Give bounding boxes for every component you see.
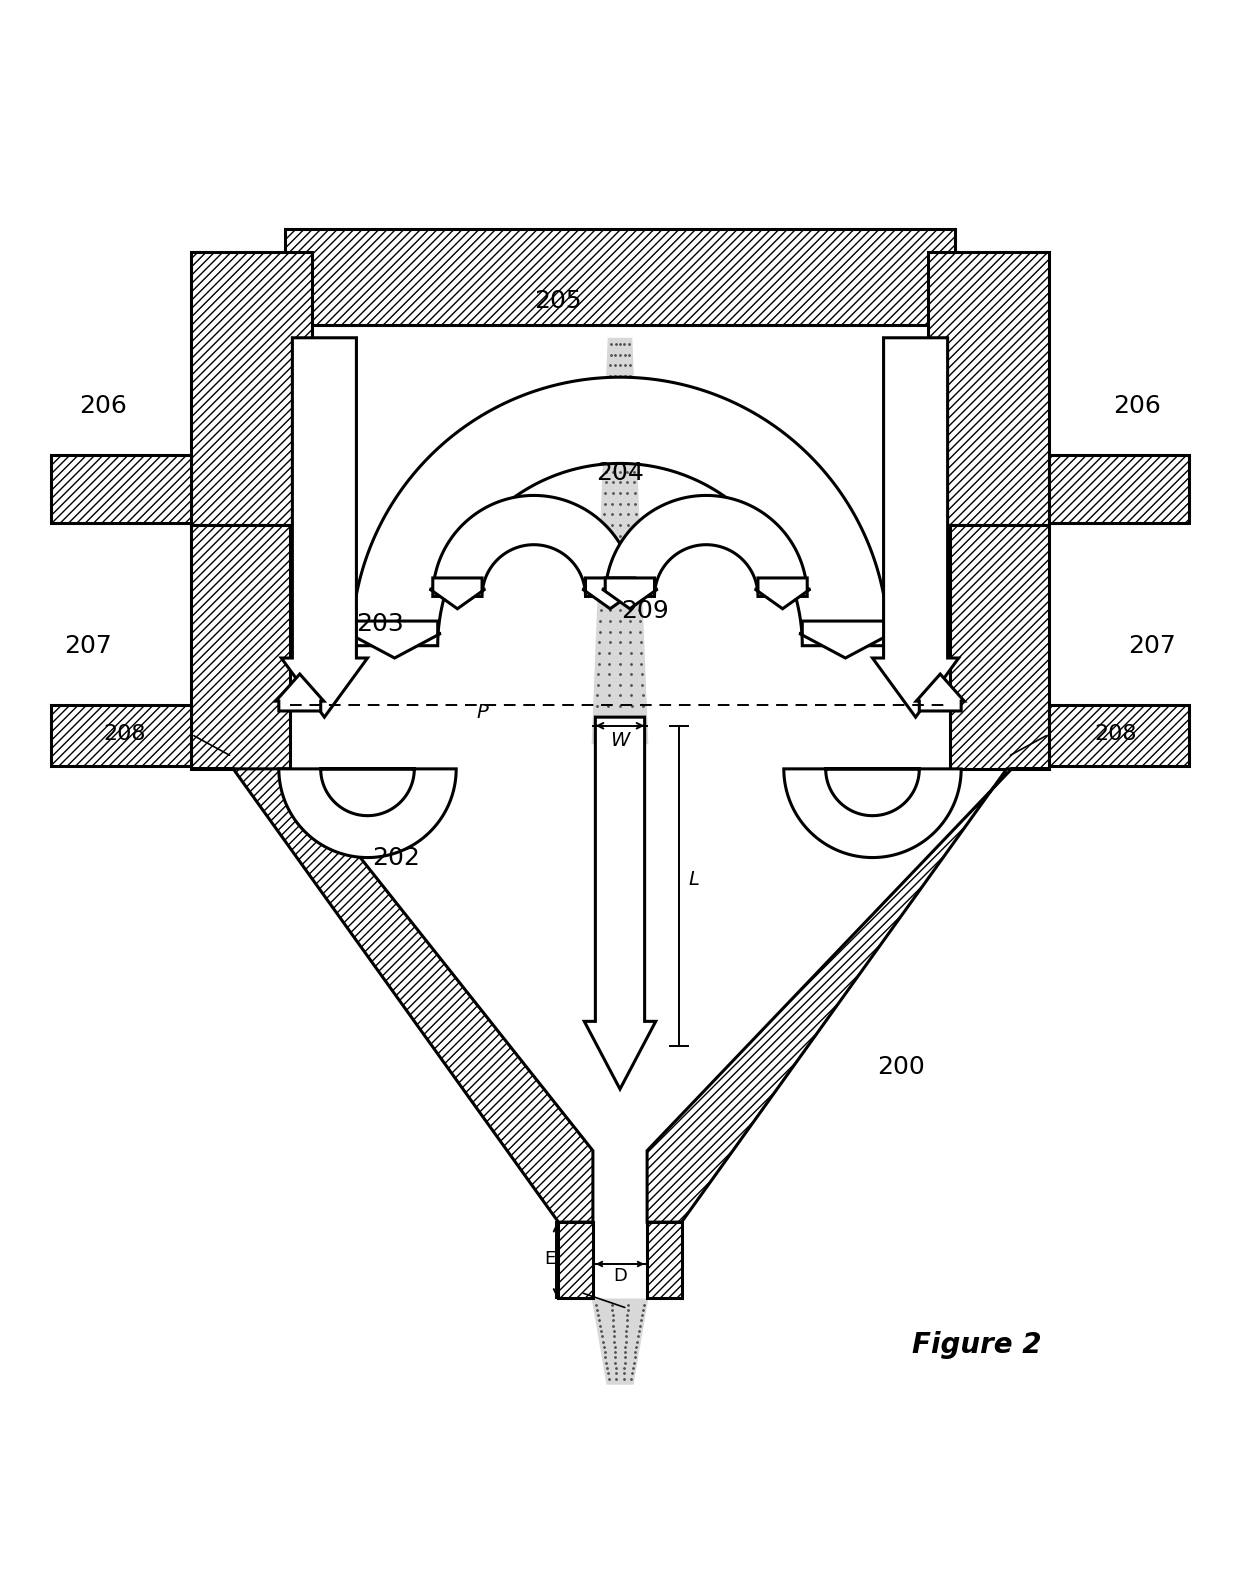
- Bar: [191, 525, 290, 768]
- Text: W: W: [610, 732, 630, 751]
- Polygon shape: [584, 717, 656, 1089]
- Text: 205: 205: [534, 289, 583, 313]
- Polygon shape: [583, 578, 637, 609]
- Text: D: D: [613, 1268, 627, 1285]
- Bar: [51, 705, 191, 767]
- Polygon shape: [784, 768, 961, 857]
- Text: 203: 203: [356, 611, 404, 635]
- Text: E: E: [544, 1251, 556, 1268]
- Text: 209: 209: [621, 600, 668, 624]
- Text: L: L: [688, 870, 699, 889]
- Polygon shape: [605, 495, 807, 597]
- Bar: [51, 455, 191, 522]
- Text: 206: 206: [1114, 394, 1161, 417]
- Bar: [950, 525, 1049, 768]
- Polygon shape: [281, 338, 367, 717]
- Bar: [928, 252, 1049, 525]
- Bar: [1049, 705, 1189, 767]
- Text: 208: 208: [104, 724, 146, 744]
- Bar: [558, 1222, 593, 1298]
- Bar: [285, 230, 955, 325]
- Bar: [1049, 455, 1189, 522]
- Polygon shape: [348, 621, 440, 659]
- Polygon shape: [433, 495, 635, 597]
- Text: 208: 208: [1094, 724, 1136, 744]
- Polygon shape: [591, 1298, 649, 1385]
- Polygon shape: [191, 768, 593, 1222]
- Text: 207: 207: [1128, 633, 1176, 657]
- Polygon shape: [916, 674, 965, 711]
- Polygon shape: [873, 338, 959, 717]
- Polygon shape: [800, 621, 892, 659]
- Text: 204: 204: [596, 462, 644, 486]
- Polygon shape: [430, 578, 485, 609]
- Polygon shape: [279, 768, 456, 857]
- Text: Figure 2: Figure 2: [913, 1331, 1042, 1360]
- Text: 206: 206: [79, 394, 126, 417]
- Text: 200: 200: [877, 1055, 925, 1079]
- Text: 202: 202: [372, 846, 420, 870]
- Polygon shape: [603, 578, 657, 609]
- Text: P: P: [476, 703, 487, 722]
- Polygon shape: [275, 674, 324, 711]
- Bar: [647, 1222, 682, 1298]
- Polygon shape: [755, 578, 810, 609]
- Bar: [191, 252, 312, 525]
- Polygon shape: [647, 768, 1049, 1222]
- Polygon shape: [351, 378, 889, 646]
- Text: 207: 207: [64, 633, 112, 657]
- Polygon shape: [591, 338, 649, 744]
